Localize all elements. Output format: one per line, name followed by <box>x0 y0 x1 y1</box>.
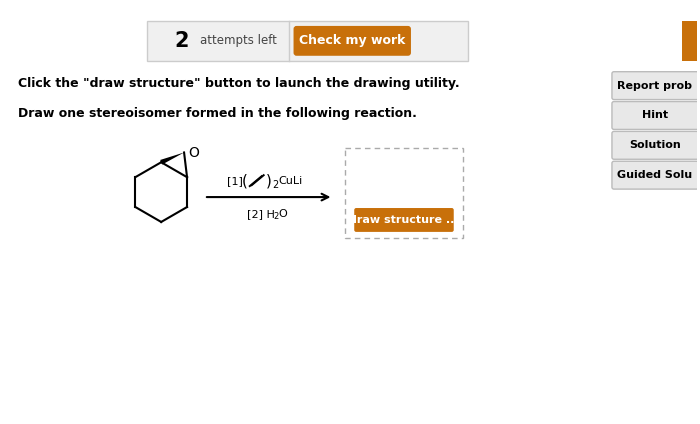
Text: CuLi: CuLi <box>279 176 303 186</box>
FancyBboxPatch shape <box>354 208 454 232</box>
Text: Draw one stereoisomer formed in the following reaction.: Draw one stereoisomer formed in the foll… <box>18 107 416 120</box>
Text: 2: 2 <box>175 31 189 51</box>
FancyBboxPatch shape <box>612 161 699 189</box>
Polygon shape <box>160 153 184 165</box>
FancyBboxPatch shape <box>612 72 699 100</box>
Bar <box>682 21 696 61</box>
FancyBboxPatch shape <box>293 26 411 56</box>
Text: 2: 2 <box>272 180 279 190</box>
FancyBboxPatch shape <box>147 21 468 61</box>
Text: [1]: [1] <box>227 176 243 186</box>
Text: attempts left: attempts left <box>200 34 277 47</box>
Text: 2: 2 <box>274 212 279 221</box>
Text: Check my work: Check my work <box>299 34 405 47</box>
Text: Guided Solu: Guided Solu <box>617 170 692 180</box>
FancyBboxPatch shape <box>612 102 699 129</box>
Text: O: O <box>279 209 288 219</box>
Text: (: ( <box>241 174 248 189</box>
Text: draw structure ...: draw structure ... <box>349 215 458 225</box>
Text: Report prob: Report prob <box>617 81 692 91</box>
Text: ): ) <box>266 174 272 189</box>
Text: O: O <box>188 146 199 160</box>
Text: Solution: Solution <box>629 140 680 151</box>
Text: [2] H: [2] H <box>247 209 274 219</box>
Text: Hint: Hint <box>642 111 668 120</box>
Text: Click the "draw structure" button to launch the drawing utility.: Click the "draw structure" button to lau… <box>18 77 459 90</box>
FancyBboxPatch shape <box>345 148 463 238</box>
FancyBboxPatch shape <box>612 131 699 159</box>
